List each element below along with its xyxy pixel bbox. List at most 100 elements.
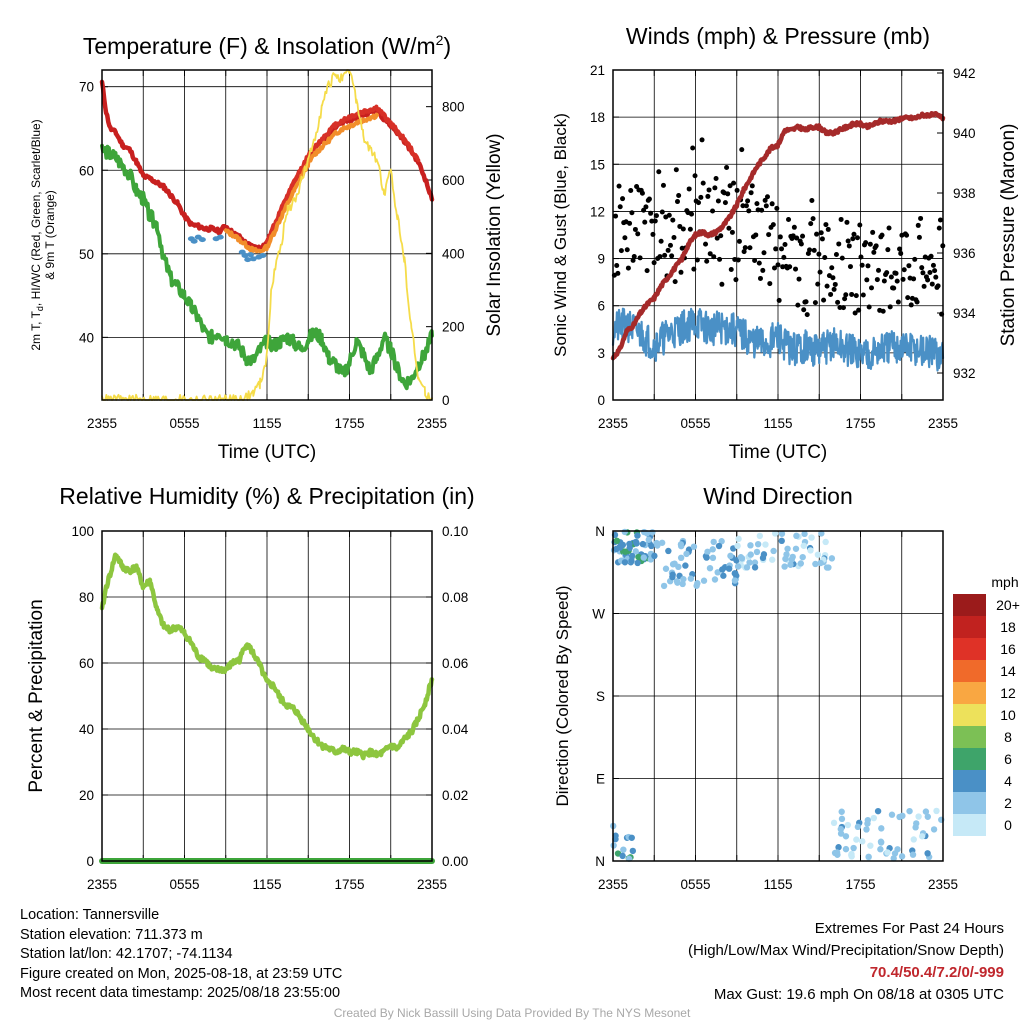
gust-point: [622, 235, 628, 241]
gust-point: [900, 276, 906, 282]
y-tick-label: 100: [71, 524, 94, 539]
gust-point: [800, 233, 806, 239]
gust-point: [801, 307, 807, 313]
station-info: Location: Tannersville Station elevation…: [20, 906, 342, 1004]
gust-point: [671, 235, 677, 241]
gust-point: [629, 210, 635, 216]
colorbar-swatch: [953, 682, 986, 704]
gust-point: [918, 215, 924, 221]
gust-point: [928, 253, 934, 259]
gust-point: [736, 238, 742, 244]
series-t-d: [100, 143, 434, 391]
y-tick-label-right: 800: [442, 100, 465, 115]
gust-point: [811, 247, 817, 253]
gust-point: [874, 277, 880, 283]
direction-point: [854, 823, 862, 831]
humidity-ylabel-left: Percent & Precipitation: [26, 599, 47, 792]
y-tick-label: 12: [590, 204, 605, 219]
gust-point: [656, 169, 662, 175]
extremes-info: Extremes For Past 24 Hours (High/Low/Max…: [688, 918, 1004, 1006]
gust-point: [810, 216, 816, 222]
gust-point: [856, 307, 862, 313]
direction-point: [725, 565, 733, 572]
gust-point: [739, 147, 745, 153]
direction-point: [645, 536, 652, 543]
gust-point: [876, 267, 882, 273]
direction-point: [877, 846, 884, 853]
gust-point: [717, 256, 723, 262]
winds-ylabel-right: Station Pressure (Maroon): [998, 124, 1019, 347]
gust-point: [714, 235, 720, 241]
temperature-xlabel: Time (UTC): [218, 442, 317, 463]
direction-point: [746, 559, 753, 566]
winds-title: Winds (mph) & Pressure (mb): [626, 23, 930, 49]
gust-point: [650, 231, 656, 237]
direction-point: [922, 808, 930, 815]
gust-point: [639, 190, 645, 196]
direction-point: [635, 553, 642, 561]
direction-point: [628, 834, 635, 841]
gust-point: [727, 183, 733, 189]
direction-point: [738, 555, 746, 562]
location-line: Location: Tannersville: [20, 907, 160, 923]
direction-point: [693, 582, 700, 589]
elevation-line: Station elevation: 711.373 m: [20, 926, 203, 943]
direction-point: [704, 548, 711, 556]
direction-point: [654, 542, 661, 549]
x-tick-label: 0555: [680, 877, 710, 892]
gust-point: [705, 193, 711, 199]
direction-point: [924, 813, 931, 820]
gust-point: [843, 292, 849, 298]
y-tick-label: 40: [79, 722, 94, 737]
y-tick-label: 40: [79, 330, 94, 345]
windchill-point: [198, 237, 206, 243]
gust-point: [808, 221, 814, 227]
y-tick-label: S: [596, 689, 605, 704]
gust-point: [842, 296, 848, 302]
gust-point: [773, 246, 779, 252]
gust-point: [774, 205, 780, 211]
gust-point: [690, 145, 696, 151]
gust-point: [618, 248, 624, 254]
gust-point: [711, 254, 717, 260]
gust-point: [870, 229, 876, 235]
direction-point: [915, 813, 922, 820]
gust-point: [715, 198, 721, 204]
gust-point: [740, 203, 746, 209]
gust-point: [849, 291, 855, 297]
gust-point: [881, 278, 887, 284]
gust-point: [733, 277, 739, 283]
direction-point: [753, 548, 761, 556]
gust-point: [851, 231, 857, 237]
gust-point: [864, 277, 870, 283]
gust-point: [722, 200, 728, 206]
gust-point: [728, 266, 734, 272]
gust-point: [787, 264, 793, 270]
gust-point: [908, 302, 914, 308]
direction-point: [906, 807, 913, 815]
series-hi-wc: [265, 104, 421, 244]
gust-point: [859, 262, 865, 268]
gust-point: [829, 265, 835, 271]
humidity-title: Relative Humidity (%) & Precipitation (i…: [59, 483, 474, 509]
colorbar-swatch: [953, 704, 986, 726]
gust-point: [673, 167, 679, 173]
gust-point: [860, 292, 866, 298]
gust-point: [696, 200, 702, 206]
gust-point: [815, 281, 821, 287]
credit-line: Created By Nick Bassill Using Data Provi…: [333, 1006, 691, 1020]
gust-point: [718, 233, 724, 239]
direction-point: [720, 572, 727, 579]
direction-point: [683, 550, 690, 558]
gust-point: [643, 204, 649, 210]
direction-point: [669, 571, 676, 578]
direction-point: [687, 575, 695, 582]
direction-point: [731, 577, 739, 584]
direction-point: [778, 530, 786, 537]
direction-point: [613, 537, 621, 545]
recent-line: Most recent data timestamp: 2025/08/18 2…: [20, 985, 341, 1002]
gust-point: [795, 302, 801, 308]
gust-point: [863, 240, 869, 246]
y-tick-label: 18: [590, 110, 605, 125]
